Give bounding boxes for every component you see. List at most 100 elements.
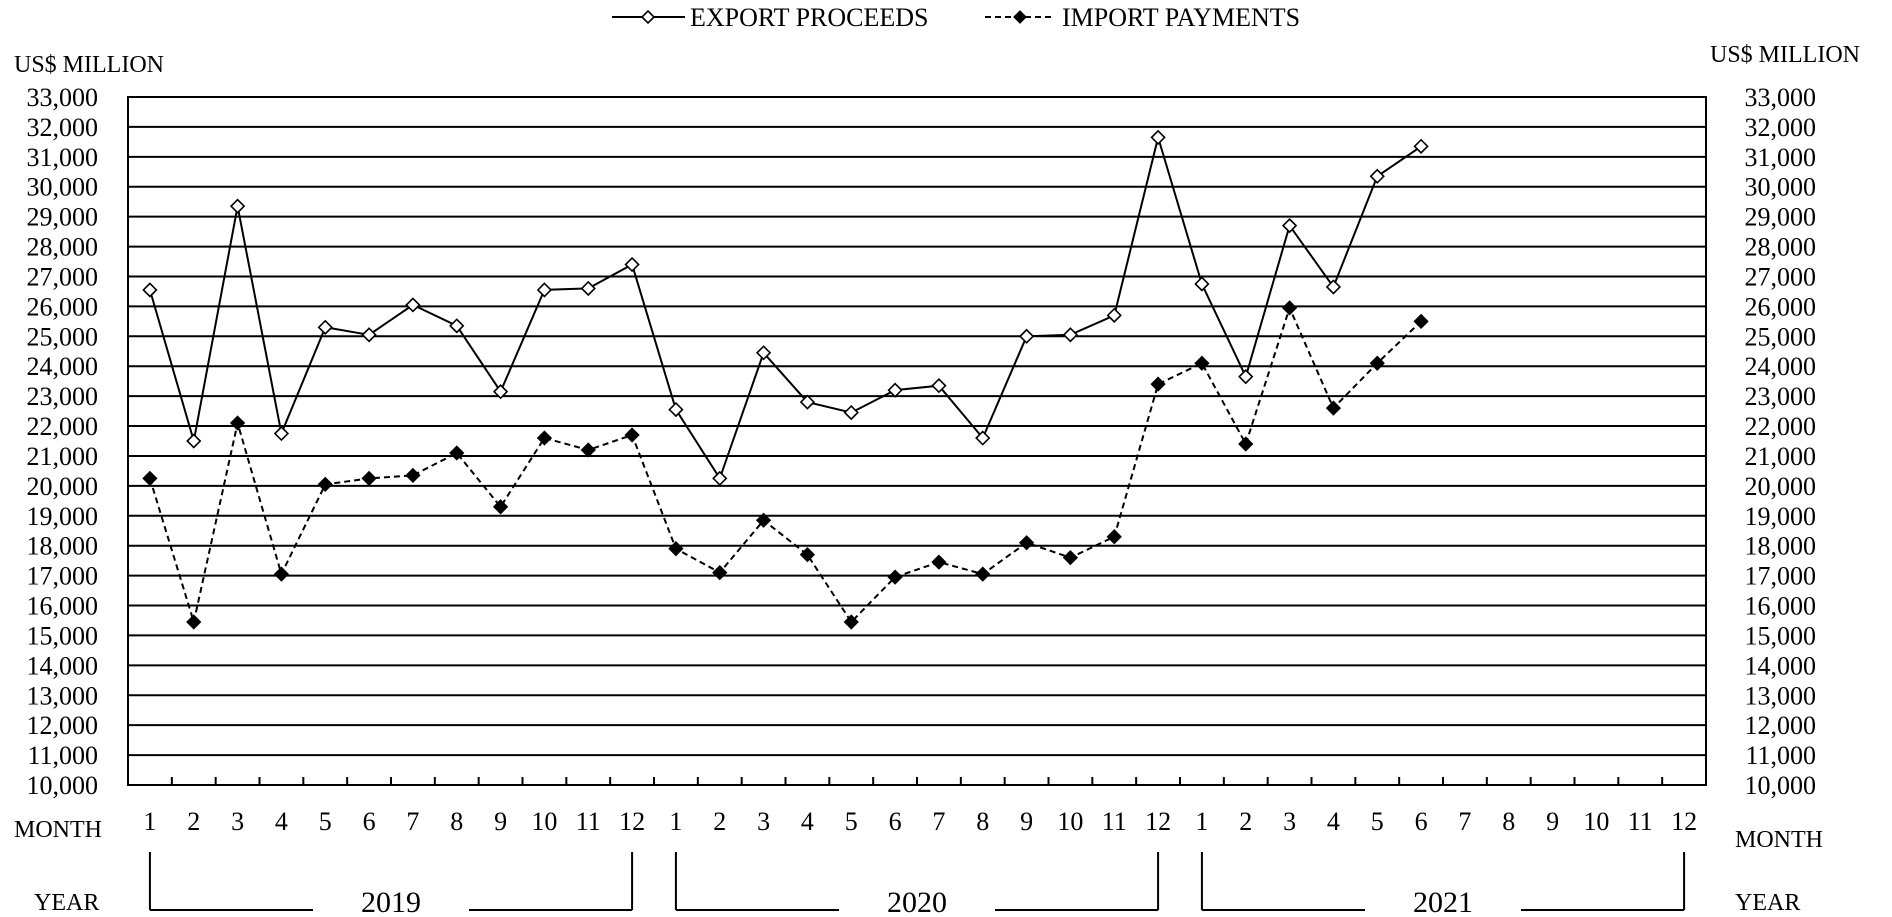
y-tick-label-left: 21,000 bbox=[27, 442, 99, 471]
data-point bbox=[1238, 369, 1254, 385]
y-tick-label-left: 26,000 bbox=[27, 292, 99, 321]
year-label: 2020 bbox=[887, 886, 947, 917]
y-tick-label-right: 14,000 bbox=[1745, 651, 1817, 680]
data-point bbox=[755, 345, 772, 361]
y-tick-label-right: 11,000 bbox=[1745, 741, 1816, 770]
legend-export-marker bbox=[640, 9, 656, 25]
data-point bbox=[1106, 529, 1122, 545]
month-label-left: MONTH bbox=[14, 817, 102, 843]
x-tick-label: 7 bbox=[406, 807, 419, 836]
data-point bbox=[186, 614, 202, 630]
x-tick-label: 8 bbox=[450, 807, 463, 836]
y-tick-label-left: 33,000 bbox=[27, 83, 99, 112]
data-point bbox=[1413, 138, 1429, 154]
y-axis-right-ticks: 10,00011,00012,00013,00014,00015,00016,0… bbox=[1745, 83, 1817, 800]
y-tick-label-right: 27,000 bbox=[1745, 262, 1817, 291]
data-point bbox=[449, 318, 465, 334]
y-tick-label-right: 23,000 bbox=[1745, 382, 1817, 411]
y-tick-label-left: 29,000 bbox=[27, 203, 99, 232]
y-tick-label-left: 14,000 bbox=[27, 651, 99, 680]
y-tick-label-left: 10,000 bbox=[27, 771, 99, 800]
x-tick-label: 4 bbox=[801, 807, 814, 836]
y-tick-label-right: 21,000 bbox=[1745, 442, 1817, 471]
data-point bbox=[799, 394, 816, 410]
data-point bbox=[1018, 535, 1035, 551]
legend: EXPORT PROCEEDS IMPORT PAYMENTS bbox=[612, 3, 1300, 32]
y-tick-label-right: 25,000 bbox=[1745, 322, 1817, 351]
x-tick-label: 6 bbox=[363, 807, 376, 836]
data-point bbox=[931, 554, 947, 570]
data-point bbox=[712, 470, 728, 487]
data-point bbox=[1150, 376, 1166, 392]
x-tick-label: 9 bbox=[1546, 807, 1559, 836]
data-point bbox=[317, 319, 333, 335]
data-point bbox=[536, 430, 553, 446]
y-tick-label-right: 28,000 bbox=[1745, 233, 1817, 262]
x-tick-label: 11 bbox=[1628, 807, 1653, 836]
legend-export-label: EXPORT PROCEEDS bbox=[690, 3, 929, 32]
data-point bbox=[405, 297, 421, 313]
y-tick-label-left: 12,000 bbox=[27, 711, 99, 740]
x-tick-label: 10 bbox=[1583, 807, 1609, 836]
x-tick-label: 9 bbox=[494, 807, 507, 836]
y-tick-label-right: 20,000 bbox=[1745, 472, 1817, 501]
series-export-proceeds bbox=[142, 129, 1429, 487]
x-tick-label: 12 bbox=[619, 807, 645, 836]
data-point bbox=[1018, 328, 1035, 344]
y-tick-label-left: 30,000 bbox=[27, 173, 99, 202]
x-tick-label: 6 bbox=[1415, 807, 1428, 836]
data-point bbox=[492, 384, 509, 400]
data-point bbox=[1325, 279, 1342, 295]
y-tick-label-right: 10,000 bbox=[1745, 771, 1817, 800]
data-point bbox=[843, 404, 859, 421]
y-tick-label-right: 17,000 bbox=[1745, 562, 1817, 591]
year-label: 2019 bbox=[361, 886, 421, 917]
legend-import-marker bbox=[1013, 10, 1027, 24]
data-point bbox=[1194, 355, 1210, 371]
y-tick-label-left: 27,000 bbox=[27, 262, 99, 291]
y-tick-label-right: 32,000 bbox=[1745, 113, 1817, 142]
y-tick-label-left: 19,000 bbox=[27, 502, 99, 531]
right-unit-label: US$ MILLION bbox=[1710, 42, 1860, 68]
data-point bbox=[142, 470, 158, 487]
year-label-left: YEAR bbox=[34, 890, 99, 916]
data-point bbox=[273, 566, 290, 582]
data-point bbox=[624, 256, 640, 273]
data-point bbox=[887, 569, 903, 585]
series-line bbox=[148, 305, 1422, 626]
y-tick-label-right: 12,000 bbox=[1745, 711, 1817, 740]
left-unit-label: US$ MILLION bbox=[14, 52, 164, 78]
data-point bbox=[1325, 400, 1342, 416]
y-tick-label-left: 24,000 bbox=[27, 352, 99, 381]
y-tick-label-left: 17,000 bbox=[27, 562, 99, 591]
month-label-right: MONTH bbox=[1735, 827, 1823, 853]
data-point bbox=[361, 327, 377, 343]
data-point bbox=[1062, 550, 1079, 566]
x-tick-label: 1 bbox=[143, 807, 156, 836]
data-point bbox=[405, 467, 421, 484]
data-point bbox=[1106, 307, 1122, 323]
x-tick-label: 1 bbox=[1195, 807, 1208, 836]
y-tick-label-left: 31,000 bbox=[27, 143, 99, 172]
x-tick-label: 12 bbox=[1145, 807, 1171, 836]
y-tick-label-right: 22,000 bbox=[1745, 412, 1817, 441]
data-point bbox=[668, 541, 684, 557]
x-tick-label: 2 bbox=[187, 807, 200, 836]
data-point bbox=[492, 499, 509, 515]
data-point bbox=[317, 476, 333, 493]
x-tick-label: 10 bbox=[1057, 807, 1083, 836]
grid bbox=[127, 96, 1707, 786]
x-tick-label: 4 bbox=[275, 807, 288, 836]
data-point bbox=[843, 614, 859, 630]
data-point bbox=[1369, 355, 1385, 371]
data-point bbox=[273, 425, 290, 442]
y-tick-label-right: 33,000 bbox=[1745, 83, 1817, 112]
x-tick-label: 5 bbox=[1371, 807, 1384, 836]
data-point bbox=[580, 280, 596, 297]
y-tick-label-right: 18,000 bbox=[1745, 532, 1817, 561]
series-import-payments bbox=[142, 300, 1429, 630]
y-tick-label-right: 31,000 bbox=[1745, 143, 1817, 172]
plot-frame bbox=[127, 96, 1707, 786]
legend-import-label: IMPORT PAYMENTS bbox=[1062, 3, 1300, 32]
